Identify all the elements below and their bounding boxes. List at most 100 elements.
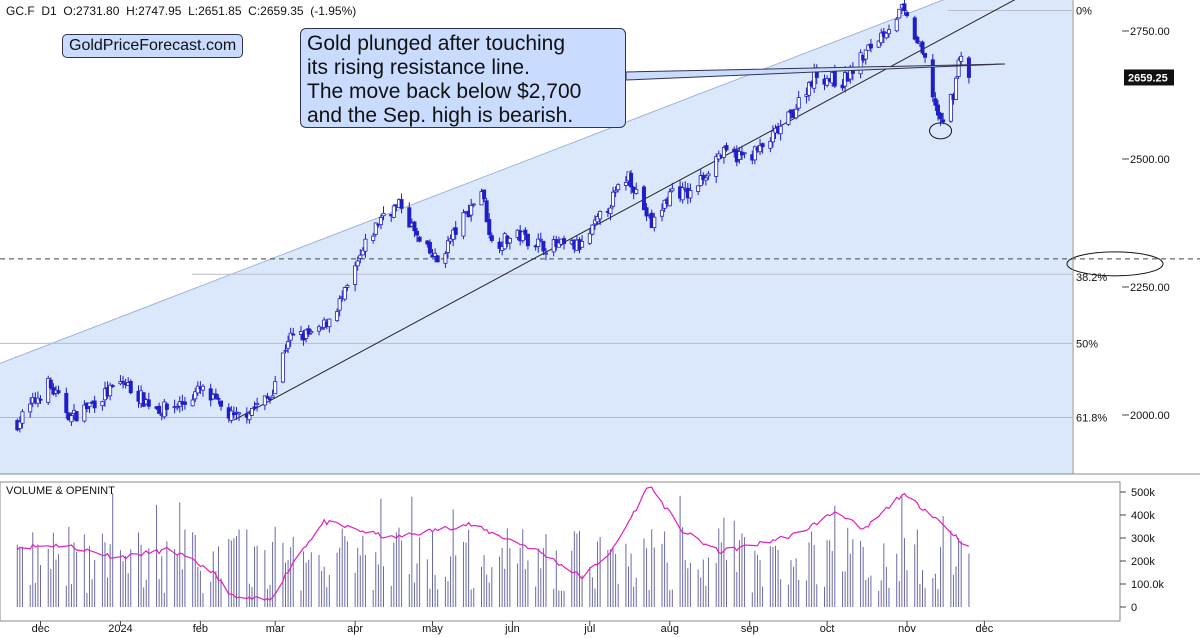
- candle-body: [157, 405, 162, 414]
- candle-body: [286, 341, 291, 349]
- annotation-line: Gold plunged after touching: [307, 32, 566, 55]
- candle-body: [229, 410, 234, 421]
- candle-body: [701, 174, 706, 180]
- candle-body: [611, 191, 616, 207]
- candle-body: [902, 3, 907, 12]
- candle-body: [273, 381, 278, 395]
- candle-body: [335, 311, 340, 322]
- candle-body: [128, 380, 133, 394]
- candle-body: [110, 385, 115, 387]
- candle-body: [56, 390, 61, 394]
- candle-body: [48, 379, 53, 389]
- ohlc-readout: O:2731.80 H:2747.95 L:2651.85 C:2659.35 …: [63, 4, 357, 18]
- fibonacci-level-label: 61.8%: [1076, 413, 1107, 425]
- candle-body: [407, 207, 412, 228]
- candle-body: [373, 222, 378, 235]
- annotation-line: and the Sep. high is bearish.: [307, 104, 574, 127]
- price-tick-label: 2000.00: [1130, 410, 1170, 422]
- candle-body: [46, 378, 51, 403]
- candle-body: [381, 212, 386, 217]
- candle-body: [175, 406, 180, 409]
- candle-body: [182, 401, 187, 405]
- volume-tick-label: 500k: [1131, 487, 1155, 499]
- november-low-circle: [929, 122, 953, 140]
- candle-body: [948, 93, 953, 122]
- candle-body: [523, 229, 528, 235]
- candle-body: [894, 18, 899, 32]
- candle-body: [507, 237, 512, 244]
- x-tick-label: nov: [898, 623, 916, 635]
- candle-body: [342, 287, 347, 300]
- symbol-label: GC.F: [6, 4, 35, 18]
- fibonacci-level-label: 0%: [1076, 6, 1092, 18]
- volume-panel-title: VOLUME & OPENINT: [6, 485, 115, 497]
- candle-body: [652, 216, 657, 229]
- candle-body: [360, 249, 365, 256]
- candle-body: [667, 191, 672, 207]
- candle-body: [453, 227, 458, 235]
- x-tick-label: jun: [504, 623, 520, 635]
- fibonacci-level-label: 50%: [1076, 338, 1098, 350]
- candle-body: [489, 235, 494, 241]
- candle-body: [714, 156, 719, 177]
- candle-body: [146, 399, 151, 407]
- candle-body: [262, 395, 267, 406]
- candle-body: [64, 392, 69, 413]
- candle-body: [634, 188, 639, 194]
- candle-body: [688, 190, 693, 199]
- candle-body: [443, 253, 448, 264]
- candle-body: [283, 349, 288, 352]
- candles: [15, 0, 971, 433]
- x-tick-label: feb: [193, 623, 208, 635]
- rising-channel-fill: [0, 0, 1072, 474]
- candle-body: [355, 260, 360, 267]
- candle-body: [121, 380, 126, 383]
- candle-body: [482, 189, 487, 200]
- candle-body: [291, 333, 296, 336]
- open-interest-line: [16, 486, 970, 601]
- highlight-ellipse: [1066, 251, 1164, 277]
- x-tick-label: jul: [583, 623, 595, 635]
- annotation-line: The move back below $2,700: [307, 80, 582, 103]
- candle-body: [752, 146, 757, 161]
- candle-body: [164, 403, 169, 410]
- candle-body: [28, 403, 33, 413]
- candle-body: [17, 421, 22, 429]
- candle-body: [108, 384, 113, 397]
- candle-body: [696, 185, 701, 192]
- volume-tick-label: 100.0k: [1131, 579, 1165, 591]
- candle-body: [536, 238, 541, 247]
- price-tick-label: 2500.00: [1130, 154, 1170, 166]
- candle-body: [590, 224, 595, 235]
- candle-body: [412, 221, 417, 232]
- candle-body: [608, 207, 613, 215]
- brand-logo: GoldPriceForecast.com: [62, 34, 244, 58]
- volume-tick-label: 0: [1131, 602, 1137, 614]
- candle-body: [562, 238, 567, 244]
- candle-body: [543, 252, 548, 255]
- x-tick-label: 2024: [108, 623, 132, 635]
- candle-body: [270, 395, 275, 398]
- candle-body: [538, 238, 543, 241]
- candle-body: [938, 112, 943, 120]
- candle-body: [363, 238, 368, 252]
- candle-body: [484, 200, 489, 223]
- candle-body: [920, 41, 925, 54]
- candle-body: [703, 177, 708, 181]
- x-tick-label: mar: [266, 623, 285, 635]
- candle-body: [92, 400, 97, 409]
- candle-body: [629, 172, 634, 188]
- x-tick-label: dec: [32, 623, 50, 635]
- candle-body: [706, 173, 711, 177]
- candle-body: [778, 125, 783, 135]
- volume-openint-panel: [16, 486, 970, 607]
- candle-body: [768, 140, 773, 149]
- candle-body: [930, 59, 935, 98]
- candle-body: [905, 12, 910, 17]
- last-price-label: 2659.25: [1128, 72, 1168, 84]
- x-tick-label: dec: [976, 623, 994, 635]
- candle-body: [353, 265, 358, 285]
- candle-body: [807, 82, 812, 96]
- candle-body: [662, 199, 667, 209]
